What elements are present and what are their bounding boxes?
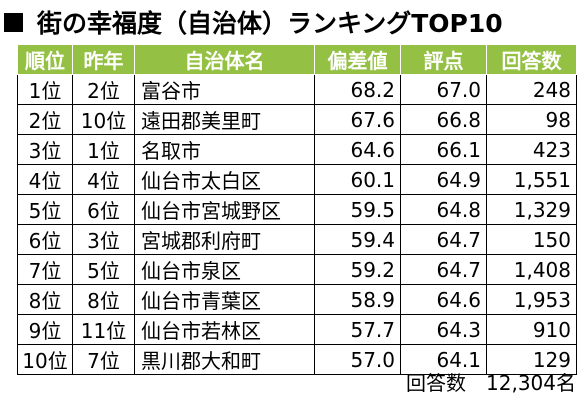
header-municipality: 自治体名 bbox=[134, 44, 315, 75]
cell-responses: 98 bbox=[486, 104, 577, 135]
cell-responses: 248 bbox=[486, 74, 577, 105]
cell-responses: 1,408 bbox=[486, 254, 577, 285]
table-row: 3位 1位 名取市 64.6 66.1 423 bbox=[17, 134, 577, 165]
cell-rank: 5位 bbox=[17, 194, 73, 225]
cell-municipality: 仙台市太白区 bbox=[134, 164, 315, 195]
cell-score: 66.8 bbox=[400, 104, 487, 135]
table-row: 5位 6位 仙台市宮城野区 59.5 64.8 1,329 bbox=[17, 194, 577, 225]
cell-rank: 8位 bbox=[17, 284, 73, 315]
cell-last-year: 2位 bbox=[72, 74, 135, 105]
cell-deviation: 68.2 bbox=[314, 74, 401, 105]
cell-score: 64.6 bbox=[400, 284, 487, 315]
cell-last-year: 5位 bbox=[72, 254, 135, 285]
cell-rank: 2位 bbox=[17, 104, 73, 135]
cell-last-year: 11位 bbox=[72, 314, 135, 345]
table-row: 9位 11位 仙台市若林区 57.7 64.3 910 bbox=[17, 314, 577, 345]
cell-rank: 10位 bbox=[17, 344, 73, 375]
cell-score: 64.7 bbox=[400, 224, 487, 255]
cell-score: 64.1 bbox=[400, 344, 487, 375]
table-row: 1位 2位 富谷市 68.2 67.0 248 bbox=[17, 74, 577, 105]
cell-deviation: 57.0 bbox=[314, 344, 401, 375]
cell-municipality: 仙台市青葉区 bbox=[134, 284, 315, 315]
table-row: 7位 5位 仙台市泉区 59.2 64.7 1,408 bbox=[17, 254, 577, 285]
cell-municipality: 富谷市 bbox=[134, 74, 315, 105]
cell-responses: 150 bbox=[486, 224, 577, 255]
cell-responses: 910 bbox=[486, 314, 577, 345]
cell-responses: 129 bbox=[486, 344, 577, 375]
cell-responses: 423 bbox=[486, 134, 577, 165]
cell-score: 64.8 bbox=[400, 194, 487, 225]
cell-rank: 1位 bbox=[17, 74, 73, 105]
table-row: 2位 10位 遠田郡美里町 67.6 66.8 98 bbox=[17, 104, 577, 135]
header-last-year: 昨年 bbox=[72, 44, 135, 75]
cell-deviation: 67.6 bbox=[314, 104, 401, 135]
cell-deviation: 60.1 bbox=[314, 164, 401, 195]
cell-score: 67.0 bbox=[400, 74, 487, 105]
cell-deviation: 59.4 bbox=[314, 224, 401, 255]
cell-last-year: 1位 bbox=[72, 134, 135, 165]
table-row: 10位 7位 黒川郡大和町 57.0 64.1 129 bbox=[17, 344, 577, 375]
cell-last-year: 3位 bbox=[72, 224, 135, 255]
cell-deviation: 57.7 bbox=[314, 314, 401, 345]
cell-municipality: 宮城郡利府町 bbox=[134, 224, 315, 255]
cell-deviation: 59.5 bbox=[314, 194, 401, 225]
cell-last-year: 8位 bbox=[72, 284, 135, 315]
header-deviation: 偏差値 bbox=[314, 44, 401, 75]
cell-deviation: 58.9 bbox=[314, 284, 401, 315]
cell-municipality: 名取市 bbox=[134, 134, 315, 165]
cell-score: 66.1 bbox=[400, 134, 487, 165]
cell-municipality: 仙台市宮城野区 bbox=[134, 194, 315, 225]
cell-municipality: 遠田郡美里町 bbox=[134, 104, 315, 135]
cell-responses: 1,551 bbox=[486, 164, 577, 195]
cell-last-year: 6位 bbox=[72, 194, 135, 225]
header-score: 評点 bbox=[400, 44, 487, 75]
cell-municipality: 黒川郡大和町 bbox=[134, 344, 315, 375]
ranking-table: 順位 昨年 自治体名 偏差値 評点 回答数 1位 2位 富谷市 68.2 67.0 248… bbox=[17, 44, 577, 375]
table-row: 8位 8位 仙台市青葉区 58.9 64.6 1,953 bbox=[17, 284, 577, 315]
header-rank: 順位 bbox=[17, 44, 73, 75]
total-responses: 回答数 12,304名 bbox=[406, 371, 576, 395]
header-responses: 回答数 bbox=[486, 44, 577, 75]
cell-rank: 3位 bbox=[17, 134, 73, 165]
page-title: 街の幸福度（自治体）ランキングTOP10 bbox=[4, 4, 503, 40]
cell-rank: 7位 bbox=[17, 254, 73, 285]
table-row: 6位 3位 宮城郡利府町 59.4 64.7 150 bbox=[17, 224, 577, 255]
cell-deviation: 64.6 bbox=[314, 134, 401, 165]
table-header-row: 順位 昨年 自治体名 偏差値 評点 回答数 bbox=[17, 44, 577, 75]
cell-rank: 9位 bbox=[17, 314, 73, 345]
cell-score: 64.3 bbox=[400, 314, 487, 345]
cell-score: 64.9 bbox=[400, 164, 487, 195]
cell-rank: 4位 bbox=[17, 164, 73, 195]
cell-rank: 6位 bbox=[17, 224, 73, 255]
cell-municipality: 仙台市若林区 bbox=[134, 314, 315, 345]
title-text: 街の幸福度（自治体）ランキングTOP10 bbox=[37, 9, 503, 38]
cell-responses: 1,953 bbox=[486, 284, 577, 315]
cell-last-year: 4位 bbox=[72, 164, 135, 195]
cell-last-year: 7位 bbox=[72, 344, 135, 375]
cell-responses: 1,329 bbox=[486, 194, 577, 225]
table-row: 4位 4位 仙台市太白区 60.1 64.9 1,551 bbox=[17, 164, 577, 195]
cell-score: 64.7 bbox=[400, 254, 487, 285]
cell-last-year: 10位 bbox=[72, 104, 135, 135]
cell-deviation: 59.2 bbox=[314, 254, 401, 285]
cell-municipality: 仙台市泉区 bbox=[134, 254, 315, 285]
square-bullet-icon bbox=[4, 12, 23, 32]
